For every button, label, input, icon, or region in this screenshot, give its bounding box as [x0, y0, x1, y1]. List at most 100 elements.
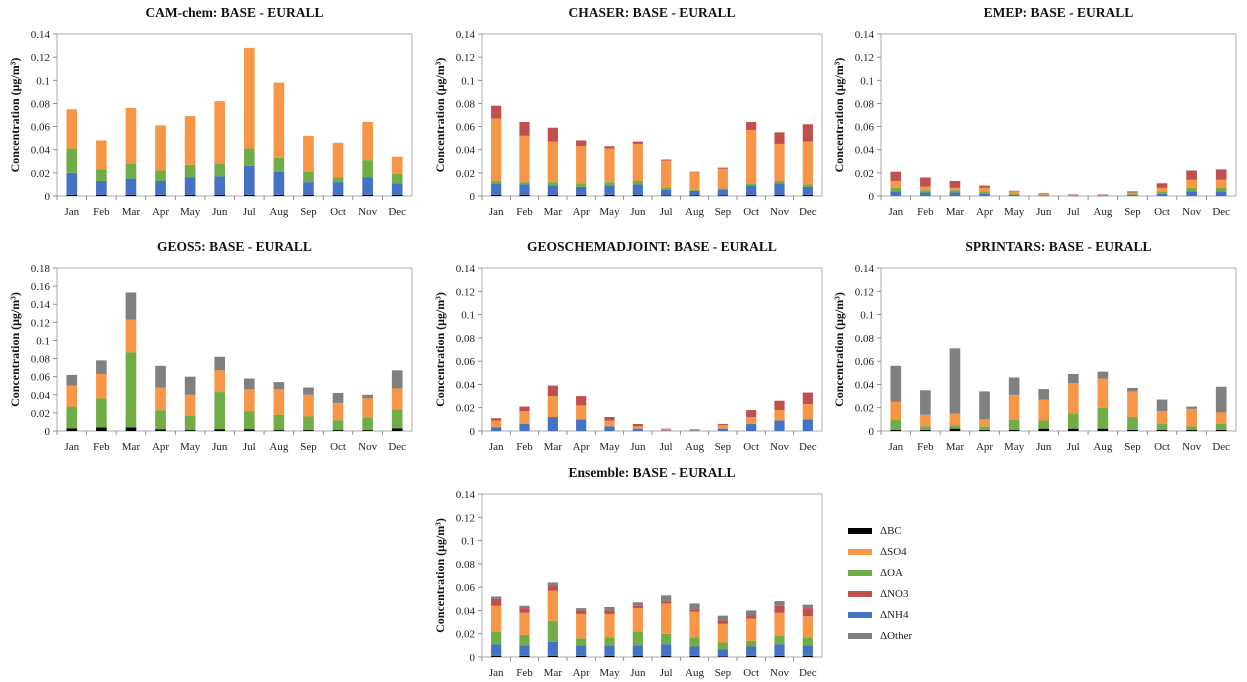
y-tick-label: 0.02 — [456, 629, 475, 641]
bar-segment-nh4 — [1097, 195, 1109, 197]
x-tick-label: Nov — [1182, 441, 1201, 453]
bar-segment-so4 — [949, 413, 961, 426]
bar-segment-nh4 — [1008, 194, 1020, 196]
bar-segment-bc — [746, 655, 757, 657]
bar-segment-other — [273, 382, 285, 390]
x-tick-label: Aug — [685, 441, 704, 453]
bar-segment-other — [519, 605, 530, 609]
x-tick-label: Jul — [243, 206, 256, 218]
y-tick-label: 0.1 — [860, 75, 874, 87]
bar-segment-bc — [632, 655, 643, 657]
bar-segment-no3 — [632, 141, 643, 144]
bar-segment-so4 — [576, 405, 587, 420]
bar-segment-oa — [920, 190, 931, 193]
bar-segment-no3 — [547, 127, 558, 142]
legend-label-so4: ΔSO4 — [880, 545, 907, 558]
bar-segment-so4 — [362, 121, 373, 161]
bar-segment-nh4 — [774, 183, 785, 195]
y-tick-label: 0.1 — [461, 536, 475, 548]
bar-segment-no3 — [802, 124, 813, 142]
legend-swatch-no3 — [848, 590, 872, 597]
bar-segment-other — [774, 601, 785, 606]
y-tick-label: 0.02 — [456, 403, 475, 415]
bar-segment-bc — [920, 429, 931, 431]
bar-segment-oa — [632, 631, 643, 646]
x-tick-label: Apr — [573, 441, 590, 453]
bar-segment-oa — [1215, 187, 1227, 192]
y-tick-label: 0.12 — [31, 317, 50, 329]
y-tick-label: 0.08 — [456, 98, 476, 110]
bar-segment-no3 — [717, 424, 728, 426]
y-tick-label: 0 — [470, 652, 476, 664]
y-tick-label: 0.12 — [456, 286, 475, 298]
y-tick-label: 0.04 — [855, 379, 875, 391]
bar-segment-so4 — [96, 140, 107, 170]
bar-segment-nh4 — [920, 192, 931, 196]
x-tick-label: Oct — [330, 441, 346, 453]
x-tick-label: Sep — [1124, 206, 1141, 218]
x-tick-label: Sep — [715, 206, 732, 218]
bar-segment-oa — [604, 637, 615, 646]
x-tick-label: Nov — [770, 206, 789, 218]
bar-segment-oa — [1127, 417, 1138, 430]
bar-segment-no3 — [979, 185, 990, 188]
x-tick-label: Feb — [516, 441, 533, 453]
bar-segment-oa — [802, 184, 813, 187]
chart-title: GEOS5: BASE - EURALL — [157, 239, 312, 254]
x-tick-label: Nov — [1182, 206, 1201, 218]
x-tick-label: Feb — [917, 206, 934, 218]
bar-segment-bc — [1097, 428, 1109, 431]
bar-segment-oa — [273, 414, 285, 431]
bar-segment-nh4 — [746, 185, 757, 195]
bar-segment-so4 — [547, 141, 558, 183]
x-tick-label: Jan — [888, 441, 903, 453]
x-tick-label: May — [599, 441, 620, 453]
bar-segment-so4 — [774, 612, 785, 637]
x-tick-label: May — [180, 206, 201, 218]
bar-segment-oa — [96, 398, 107, 428]
bar-segment-oa — [391, 174, 403, 184]
bar-segment-other — [1215, 386, 1227, 413]
bar-segment-no3 — [576, 610, 587, 614]
bar-segment-so4 — [717, 425, 728, 429]
legend-swatch-oa — [848, 569, 872, 576]
bar-segment-other — [66, 374, 78, 386]
bar-segment-so4 — [491, 605, 502, 632]
bar-segment-nh4 — [632, 428, 643, 431]
bar-segment-oa — [1067, 413, 1079, 429]
x-tick-label: Jun — [630, 667, 646, 679]
y-tick-label: 0.1 — [860, 310, 874, 322]
bar-segment-oa — [155, 410, 166, 430]
x-tick-label: Jun — [630, 206, 646, 218]
chart-title: EMEP: BASE - EURALL — [984, 5, 1134, 20]
bar-segment-no3 — [491, 598, 502, 606]
bar-segment-no3 — [519, 121, 530, 136]
bar-segment-no3 — [746, 615, 757, 619]
legend-item-nh4: ΔNH4 — [848, 604, 988, 625]
x-tick-label: Apr — [152, 206, 169, 218]
bar-segment-so4 — [214, 370, 226, 393]
y-tick-label: 0.14 — [456, 263, 476, 275]
x-tick-label: May — [599, 667, 620, 679]
x-tick-label: Feb — [516, 667, 533, 679]
legend-swatch-other — [848, 632, 872, 639]
bar-segment-oa — [774, 636, 785, 645]
bar-segment-oa — [214, 163, 226, 177]
bar-segment-nh4 — [689, 646, 700, 656]
bar-segment-oa — [746, 640, 757, 647]
x-tick-label: Oct — [743, 667, 759, 679]
bar-segment-no3 — [717, 620, 728, 624]
y-axis-title: Concentration (μg/m³) — [8, 292, 22, 407]
bar-segment-so4 — [890, 401, 902, 420]
plot-area-frame — [880, 33, 1237, 197]
y-axis-title: Concentration (μg/m³) — [8, 58, 22, 173]
y-tick-label: 0.06 — [855, 122, 875, 134]
bar-segment-oa — [1215, 424, 1227, 430]
bar-segment-bc — [1127, 429, 1138, 431]
bar-segment-bc — [184, 430, 196, 431]
bar-segment-nh4 — [491, 644, 502, 656]
bar-segment-bc — [689, 655, 700, 657]
x-tick-label: Oct — [743, 441, 759, 453]
bar-segment-bc — [519, 655, 530, 657]
bar-segment-no3 — [717, 167, 728, 169]
